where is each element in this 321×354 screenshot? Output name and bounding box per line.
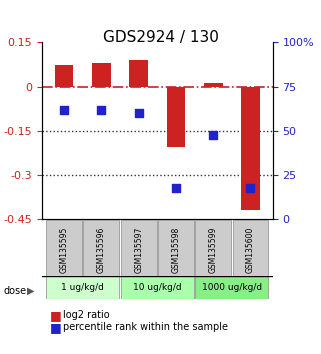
Text: 1 ug/kg/d: 1 ug/kg/d bbox=[61, 283, 104, 292]
Point bbox=[211, 132, 216, 137]
Bar bbox=[167, 87, 185, 147]
Bar bbox=[129, 59, 148, 87]
FancyBboxPatch shape bbox=[46, 276, 119, 299]
Text: dose: dose bbox=[3, 286, 26, 296]
Point bbox=[136, 110, 141, 116]
Bar bbox=[241, 87, 260, 210]
FancyBboxPatch shape bbox=[195, 276, 268, 299]
Text: GSM135597: GSM135597 bbox=[134, 226, 143, 273]
Point bbox=[173, 185, 178, 190]
Text: GSM135595: GSM135595 bbox=[60, 226, 69, 273]
FancyBboxPatch shape bbox=[83, 220, 119, 275]
Text: percentile rank within the sample: percentile rank within the sample bbox=[63, 322, 228, 332]
Bar bbox=[204, 83, 222, 87]
Text: ■: ■ bbox=[50, 309, 62, 321]
Text: ▶: ▶ bbox=[27, 286, 35, 296]
Text: GSM135596: GSM135596 bbox=[97, 226, 106, 273]
Text: GSM135599: GSM135599 bbox=[209, 226, 218, 273]
Point bbox=[62, 107, 67, 113]
Text: GSM135598: GSM135598 bbox=[171, 226, 180, 273]
FancyBboxPatch shape bbox=[121, 220, 157, 275]
Text: 10 ug/kg/d: 10 ug/kg/d bbox=[133, 283, 182, 292]
Point bbox=[99, 107, 104, 113]
Point bbox=[248, 185, 253, 190]
Text: log2 ratio: log2 ratio bbox=[63, 310, 109, 320]
FancyBboxPatch shape bbox=[233, 220, 268, 275]
Text: GDS2924 / 130: GDS2924 / 130 bbox=[103, 30, 218, 45]
Text: GSM135600: GSM135600 bbox=[246, 226, 255, 273]
Bar bbox=[55, 65, 74, 87]
FancyBboxPatch shape bbox=[195, 220, 231, 275]
FancyBboxPatch shape bbox=[46, 220, 82, 275]
Text: ■: ■ bbox=[50, 321, 62, 334]
Text: 1000 ug/kg/d: 1000 ug/kg/d bbox=[202, 283, 262, 292]
FancyBboxPatch shape bbox=[121, 276, 194, 299]
FancyBboxPatch shape bbox=[158, 220, 194, 275]
Bar bbox=[92, 63, 111, 87]
